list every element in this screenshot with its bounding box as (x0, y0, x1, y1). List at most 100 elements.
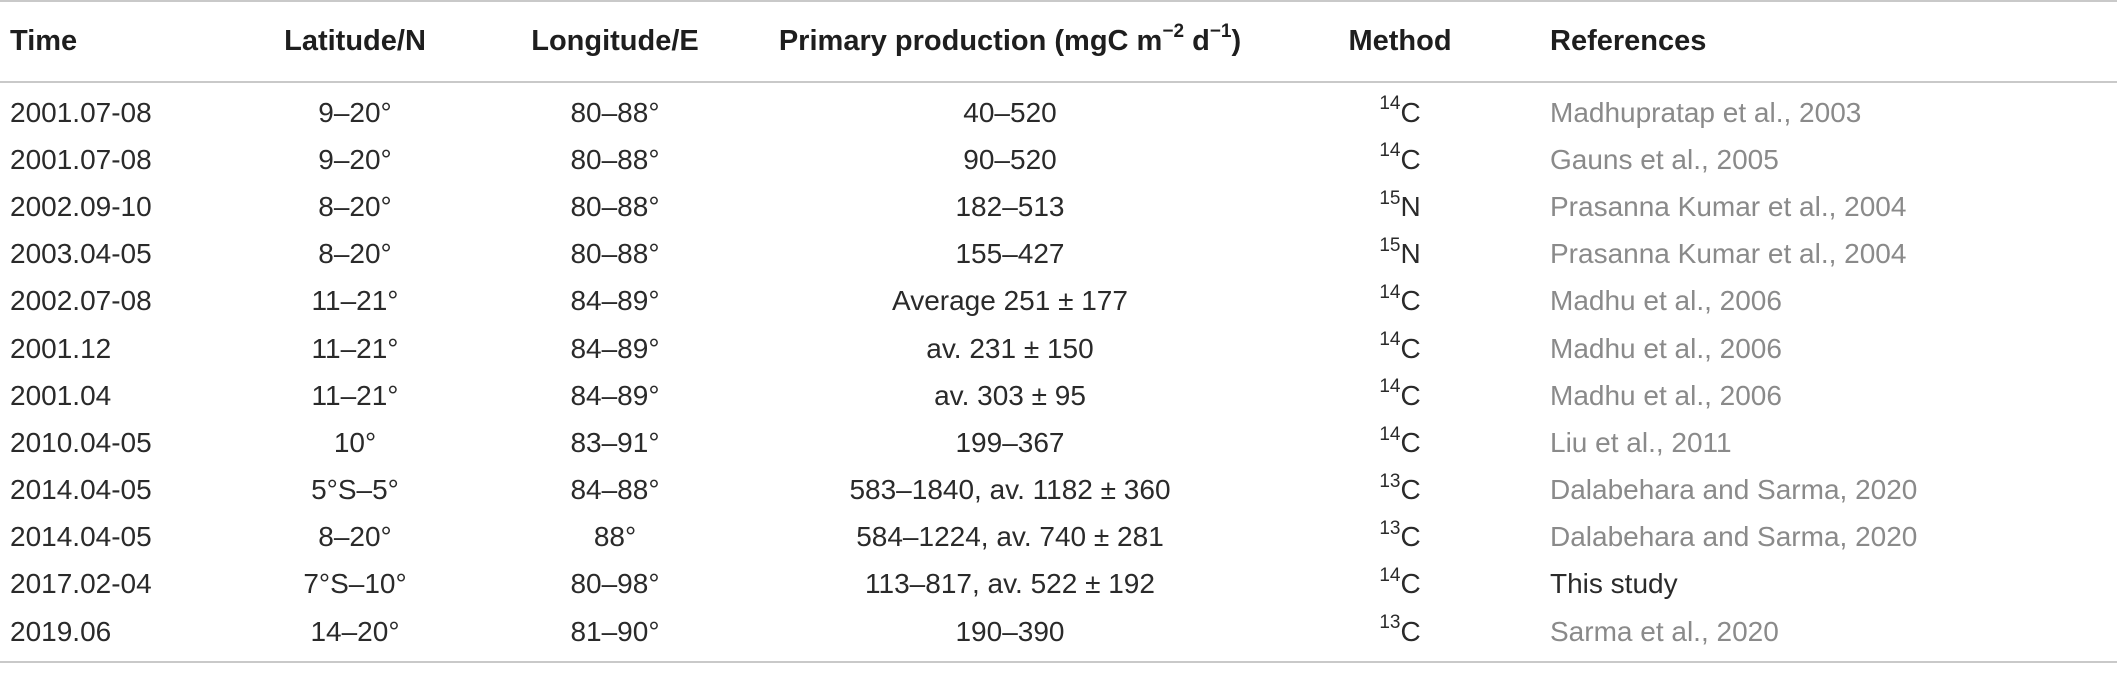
table-body: 2001.07-08 9–20° 80–88° 40–520 14C Madhuprata… (0, 82, 2117, 664)
header-method: Method (1250, 0, 1550, 83)
table-header: Time Latitude/N Longitude/E Primary prod… (0, 0, 2117, 83)
cell-method: 13C (1250, 467, 1550, 514)
cell-longitude: 84–88° (570, 474, 660, 506)
cell-longitude: 88° (593, 521, 637, 553)
cell-reference: Gauns et al., 2005 (1550, 136, 2117, 183)
cell-latitude: 10° (333, 426, 377, 458)
cell-primary-production: 90–520 (963, 143, 1057, 175)
cell-time: 2002.07-08 (10, 285, 152, 317)
cell-primary-production: 583–1840, av. 1182 ± 360 (849, 474, 1171, 506)
cell-method: 15N (1250, 231, 1550, 278)
reference-link[interactable]: Dalabehara and Sarma, 2020 (1550, 521, 1918, 553)
method-element: N (1400, 190, 1421, 222)
table-row: 2017.02-04 7°S–10° 80–98° 113–817, av. 522 … (0, 561, 2117, 608)
cell-time: 2001.12 (10, 332, 112, 364)
cell-longitude: 84–89° (570, 379, 660, 411)
cell-time: 2002.09-10 (10, 190, 152, 222)
reference-link[interactable]: Prasanna Kumar et al., 2004 (1550, 190, 1907, 222)
header-pp-mid: d (1184, 25, 1210, 57)
cell-reference: Madhu et al., 2006 (1550, 325, 2117, 372)
header-primary-production: Primary production (mgC m−2 d−1) (770, 0, 1250, 83)
cell-longitude: 80–88° (570, 143, 660, 175)
cell-method: 13C (1250, 608, 1550, 664)
cell-primary-production: 190–390 (770, 608, 1250, 664)
cell-method: 14C (1250, 278, 1550, 325)
cell-longitude: 80–88° (570, 190, 660, 222)
method-element: C (1400, 96, 1421, 128)
cell-method: 13C (1250, 514, 1550, 561)
table-row: 2014.04-05 8–20° 88° 584–1224, av. 740 ± 28… (0, 514, 2117, 561)
cell-latitude: 7°S–10° (303, 568, 407, 600)
table-row: 2002.09-10 8–20° 80–88° 182–513 15N Prasanna … (0, 183, 2117, 230)
cell-time: 2003.04-05 (10, 238, 152, 270)
method-element: C (1400, 285, 1421, 317)
cell-reference: Prasanna Kumar et al., 2004 (1550, 231, 2117, 278)
method-isotope-mass: 15 (1379, 234, 1401, 256)
header-pp-exponent-2: −1 (1209, 21, 1232, 43)
reference-link[interactable]: Madhu et al., 2006 (1550, 332, 1782, 364)
method-isotope-mass: 14 (1379, 93, 1401, 115)
method-element: C (1400, 143, 1421, 175)
header-references: References (1550, 0, 2117, 83)
cell-longitude: 84–89° (570, 285, 660, 317)
cell-latitude: 9–20° (318, 143, 392, 175)
method-element: C (1400, 568, 1421, 600)
reference-link[interactable]: Dalabehara and Sarma, 2020 (1550, 474, 1918, 506)
cell-latitude: 14–20° (250, 608, 460, 664)
cell-reference: Liu et al., 2011 (1550, 419, 2117, 466)
reference-link[interactable]: Madhupratap et al., 2003 (1550, 96, 1862, 128)
reference-link[interactable]: Prasanna Kumar et al., 2004 (1550, 238, 1907, 270)
reference-link[interactable]: Madhu et al., 2006 (1550, 285, 1782, 317)
cell-time: 2019.06 (0, 608, 250, 664)
cell-method: 14C (1250, 561, 1550, 608)
cell-reference: Madhu et al., 2006 (1550, 372, 2117, 419)
reference-link[interactable]: Liu et al., 2011 (1550, 426, 1732, 458)
table-row: 2003.04-05 8–20° 80–88° 155–427 15N Prasanna … (0, 231, 2117, 278)
method-element: N (1400, 238, 1421, 270)
cell-primary-production: av. 231 ± 150 (926, 332, 1094, 364)
cell-reference: Prasanna Kumar et al., 2004 (1550, 183, 2117, 230)
header-pp-prefix: Primary production (mgC m (778, 25, 1163, 57)
cell-reference: Sarma et al., 2020 (1550, 608, 2117, 664)
cell-latitude: 8–20° (318, 190, 392, 222)
cell-reference: Dalabehara and Sarma, 2020 (1550, 467, 2117, 514)
method-isotope-mass: 13 (1379, 612, 1401, 634)
cell-primary-production: Average 251 ± 177 (892, 285, 1128, 317)
method-isotope-mass: 13 (1379, 517, 1401, 539)
reference-link[interactable]: Sarma et al., 2020 (1550, 615, 1779, 647)
cell-primary-production: 155–427 (955, 238, 1065, 270)
cell-latitude: 8–20° (318, 521, 392, 553)
cell-latitude: 11–21° (311, 379, 399, 411)
reference-link[interactable]: Gauns et al., 2005 (1550, 143, 1779, 175)
table-row: 2001.04 11–21° 84–89° av. 303 ± 95 14C Madhu … (0, 372, 2117, 419)
reference-link[interactable]: Madhu et al., 2006 (1550, 379, 1782, 411)
method-element: C (1400, 474, 1421, 506)
table-row: 2019.06 14–20° 81–90° 190–390 13C Sarma et al… (0, 608, 2117, 664)
cell-latitude: 11–21° (311, 332, 399, 364)
table-row: 2001.07-08 9–20° 80–88° 90–520 14C Gauns et a… (0, 136, 2117, 183)
cell-longitude: 80–88° (570, 238, 660, 270)
cell-time: 2001.07-08 (10, 96, 152, 128)
table-row: 2002.07-08 11–21° 84–89° Average 251 ± 177 1… (0, 278, 2117, 325)
table-row: 2001.12 11–21° 84–89° av. 231 ± 150 14C Madhu… (0, 325, 2117, 372)
cell-longitude: 80–98° (570, 568, 660, 600)
cell-longitude: 83–91° (570, 426, 660, 458)
cell-method: 14C (1250, 82, 1550, 136)
method-isotope-mass: 14 (1379, 565, 1401, 587)
cell-reference: Dalabehara and Sarma, 2020 (1550, 514, 2117, 561)
cell-method: 14C (1250, 136, 1550, 183)
cell-primary-production: 584–1224, av. 740 ± 281 (856, 521, 1164, 553)
header-longitude: Longitude/E (460, 0, 770, 83)
cell-longitude: 80–88° (570, 96, 660, 128)
method-element: C (1400, 615, 1421, 647)
cell-longitude: 84–89° (570, 332, 660, 364)
cell-time: 2001.04 (10, 379, 112, 411)
method-isotope-mass: 14 (1379, 282, 1401, 304)
cell-longitude: 81–90° (460, 608, 770, 664)
cell-time: 2001.07-08 (10, 143, 152, 175)
cell-reference: Madhupratap et al., 2003 (1550, 82, 2117, 136)
cell-method: 14C (1250, 419, 1550, 466)
reference-link: This study (1550, 568, 1678, 600)
